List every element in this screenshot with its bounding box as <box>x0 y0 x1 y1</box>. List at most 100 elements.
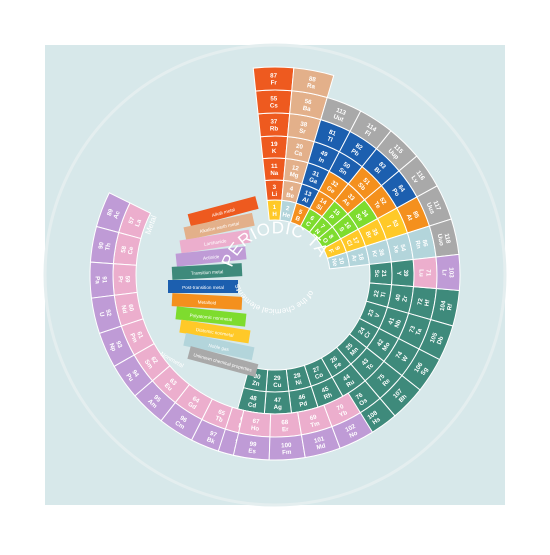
element-label: 46Pd <box>297 393 308 408</box>
element-label: 36Kr <box>370 248 385 258</box>
element-label: 85At <box>405 210 421 222</box>
element-cell-fm: 100Fm <box>268 434 306 461</box>
element-label: 43Tc <box>360 357 375 372</box>
element-label: 97Bk <box>206 430 219 446</box>
element-label: 26Fe <box>329 355 343 371</box>
element-cell-u: 92U <box>90 294 122 335</box>
element-cell-bg <box>160 401 203 441</box>
element-label: 38Sr <box>298 121 308 136</box>
element-label: 88Ra <box>306 75 317 90</box>
legend-item-nonmetal: Polyatomic nonmetal <box>175 306 247 327</box>
element-cell-th: 90Th <box>89 225 120 265</box>
element-cell-bg <box>268 434 306 461</box>
element-label: 74W <box>395 350 411 364</box>
legend-item-alkali: Alkali metal <box>187 196 259 227</box>
element-cell-uup: 115Uup <box>375 130 418 172</box>
legend-label: Transition metal <box>191 269 224 276</box>
element-cell-bg <box>331 411 374 449</box>
element-label: 39Y <box>395 270 409 278</box>
element-label: 21Sc <box>373 270 387 278</box>
element-label: 52Te <box>372 196 388 210</box>
legend-swatch <box>183 212 255 241</box>
element-label: 82Pb <box>350 142 364 158</box>
element-label: 31Ga <box>308 170 321 186</box>
legend-swatch <box>179 229 251 254</box>
element-label: 17Cl <box>344 236 360 248</box>
element-cell-nd: 60Nd <box>113 291 144 327</box>
element-label: 9F <box>327 245 342 254</box>
element-cell-k: 19 K <box>259 135 289 160</box>
element-label: 103Lr <box>440 267 454 278</box>
element-label: 24Cr <box>357 326 373 340</box>
element-label: 102No <box>344 423 360 440</box>
legend-item-halogen: Diatomic nonmetal <box>179 319 251 344</box>
element-label: 96Cm <box>174 414 190 431</box>
legend-item-alkaline-earth: Alkaline earth metal <box>183 212 255 241</box>
element-cell-lr: 103Lr <box>435 253 461 292</box>
legend-item-lanthanide: Lanthanide <box>179 229 251 254</box>
element-label: 40Zr <box>394 293 409 303</box>
element-label: 28Ni <box>293 372 303 387</box>
element-label: 63Eu <box>163 377 179 393</box>
element-cell-lu: 71Lu <box>412 256 438 290</box>
element-label: 27Co <box>311 365 324 381</box>
element-label: 91Pa <box>93 276 107 285</box>
element-label: 113Uut <box>332 107 347 124</box>
element-label: 61Pm <box>128 329 145 344</box>
element-label: 116Lv <box>409 169 427 186</box>
element-cell-cm: 96Cm <box>160 401 203 441</box>
element-cell-ag: 47Ag <box>263 390 293 415</box>
element-label: 5B <box>294 208 304 223</box>
legend-swatch <box>171 293 243 310</box>
element-label: 118Uuo <box>436 232 452 247</box>
element-label: 58Ce <box>120 244 135 255</box>
element-label: 70Yb <box>335 403 348 419</box>
element-label: 48Cd <box>247 394 258 409</box>
legend-label: Post-transition metal <box>182 285 224 290</box>
element-cell-es: 99Es <box>232 432 271 461</box>
element-cell-bg <box>95 192 131 234</box>
element-label: 99Es <box>248 441 258 456</box>
element-label: 76Os <box>354 391 369 408</box>
element-cell-fr: 87 Fr <box>252 66 295 92</box>
element-label: 71Lu <box>417 269 431 277</box>
element-label: 86Rn <box>414 238 429 249</box>
element-cell-bg <box>89 225 120 265</box>
element-label: 14Si <box>314 197 328 213</box>
element-cell-pa: 91Pa <box>89 261 115 299</box>
element-cell-cu: 29Cu <box>265 368 290 393</box>
element-label: 81Tl <box>325 129 337 145</box>
element-label: 49In <box>317 149 329 165</box>
element-label: 84Po <box>390 183 406 198</box>
element-label: 62Sm <box>143 354 160 370</box>
legend-item-transition: Transition metal <box>171 263 243 280</box>
element-cell-pu: 94Pu <box>113 354 154 397</box>
element-label: 65Tb <box>214 408 226 424</box>
element-cell-am: 95Am <box>134 380 176 422</box>
legend-label: Alkali metal <box>211 207 235 218</box>
element-label: 33As <box>341 192 357 208</box>
legend-item-noble-gas: Noble gas <box>183 332 255 361</box>
element-cell-bg <box>134 380 176 422</box>
legend-swatch <box>175 306 247 327</box>
element-label: 35Br <box>364 228 380 240</box>
element-cell-sc: 21Sc <box>368 261 393 286</box>
element-label: 108Hs <box>366 409 383 427</box>
element-cell-li: 3 Li <box>264 179 285 201</box>
element-label: 8O <box>321 233 335 245</box>
legend-item-metalloid: Metalloid <box>171 293 243 310</box>
element-label: 107Bh <box>392 387 410 405</box>
element-label: 12Mg <box>289 164 301 179</box>
element-label: 75Re <box>376 372 392 388</box>
element-label: 3 Li <box>272 184 278 198</box>
legend-label: Polyatomic nonmetal <box>189 313 232 322</box>
element-label: 15P <box>326 208 341 223</box>
legend-swatch <box>168 280 238 293</box>
legend-label: Actinide <box>203 254 220 261</box>
